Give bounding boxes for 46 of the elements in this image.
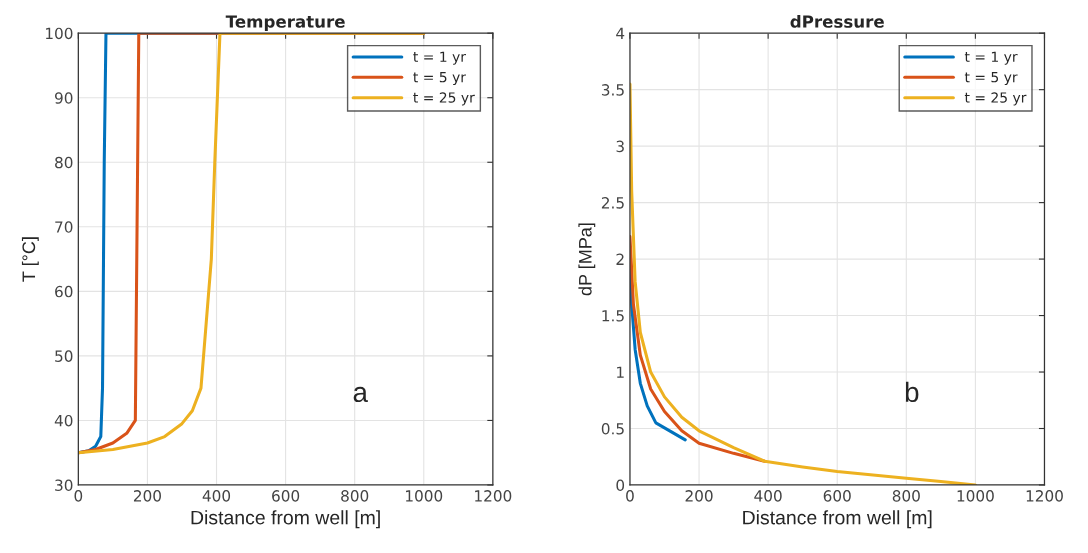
y-tick-label: 70 [55, 221, 73, 233]
y-tick-label: 40 [54, 414, 73, 427]
legend-label: t = 5 yr [964, 72, 1018, 86]
x-tick-label: 1200 [1026, 490, 1063, 502]
x-tick-label: 400 [754, 490, 782, 502]
y-tick-label: 90 [55, 92, 73, 104]
y-tick-label: 0 [616, 479, 625, 491]
x-axis-title: Distance from well [m] [191, 510, 380, 529]
x-tick-label: 1000 [406, 490, 443, 502]
y-tick-label: 50 [55, 350, 73, 362]
x-tick-label: 0 [626, 490, 634, 502]
x-tick-label: 1200 [475, 490, 512, 502]
x-tick-label: 1000 [957, 490, 994, 502]
annotation: a [353, 386, 368, 403]
y-tick-label: 3 [616, 140, 624, 153]
x-tick-label: 200 [133, 490, 161, 502]
y-tick-label: 100 [45, 27, 73, 40]
x-tick-label: 800 [892, 490, 920, 502]
y-tick-label: 80 [55, 156, 73, 169]
legend-label: t = 25 yr [964, 92, 1027, 106]
legend-label: t = 1 yr [964, 51, 1018, 65]
x-tick-label: 0 [74, 490, 83, 502]
x-tick-label: 600 [823, 490, 851, 502]
y-tick-label: 60 [55, 285, 73, 298]
y-tick-label: 1.5 [602, 310, 624, 322]
y-tick-label: 30 [55, 479, 73, 491]
legend-label: t = 25 yr [413, 92, 475, 106]
chart-title: Temperature [225, 15, 345, 32]
chart-title: dPressure [790, 14, 884, 28]
x-axis-title: Distance from well [m] [743, 510, 932, 529]
annotation: b [905, 381, 919, 403]
x-tick-label: 600 [272, 490, 300, 502]
x-tick-label: 800 [341, 490, 369, 502]
y-tick-label: 3.5 [601, 84, 624, 96]
y-tick-label: 2 [616, 253, 624, 265]
x-tick-label: 400 [202, 490, 231, 502]
y-tick-label: 0.5 [601, 422, 624, 435]
x-tick-label: 200 [685, 490, 713, 502]
y-axis-title: T [°C] [21, 237, 39, 282]
line-series [629, 234, 767, 463]
y-axis-title: dP [MPa] [578, 223, 596, 296]
legend-label: t = 5 yr [413, 72, 466, 86]
legend-label: t = 1 yr [413, 51, 466, 65]
y-tick-label: 4 [616, 27, 625, 39]
y-tick-label: 2.5 [601, 197, 624, 209]
y-tick-label: 1 [617, 366, 624, 378]
